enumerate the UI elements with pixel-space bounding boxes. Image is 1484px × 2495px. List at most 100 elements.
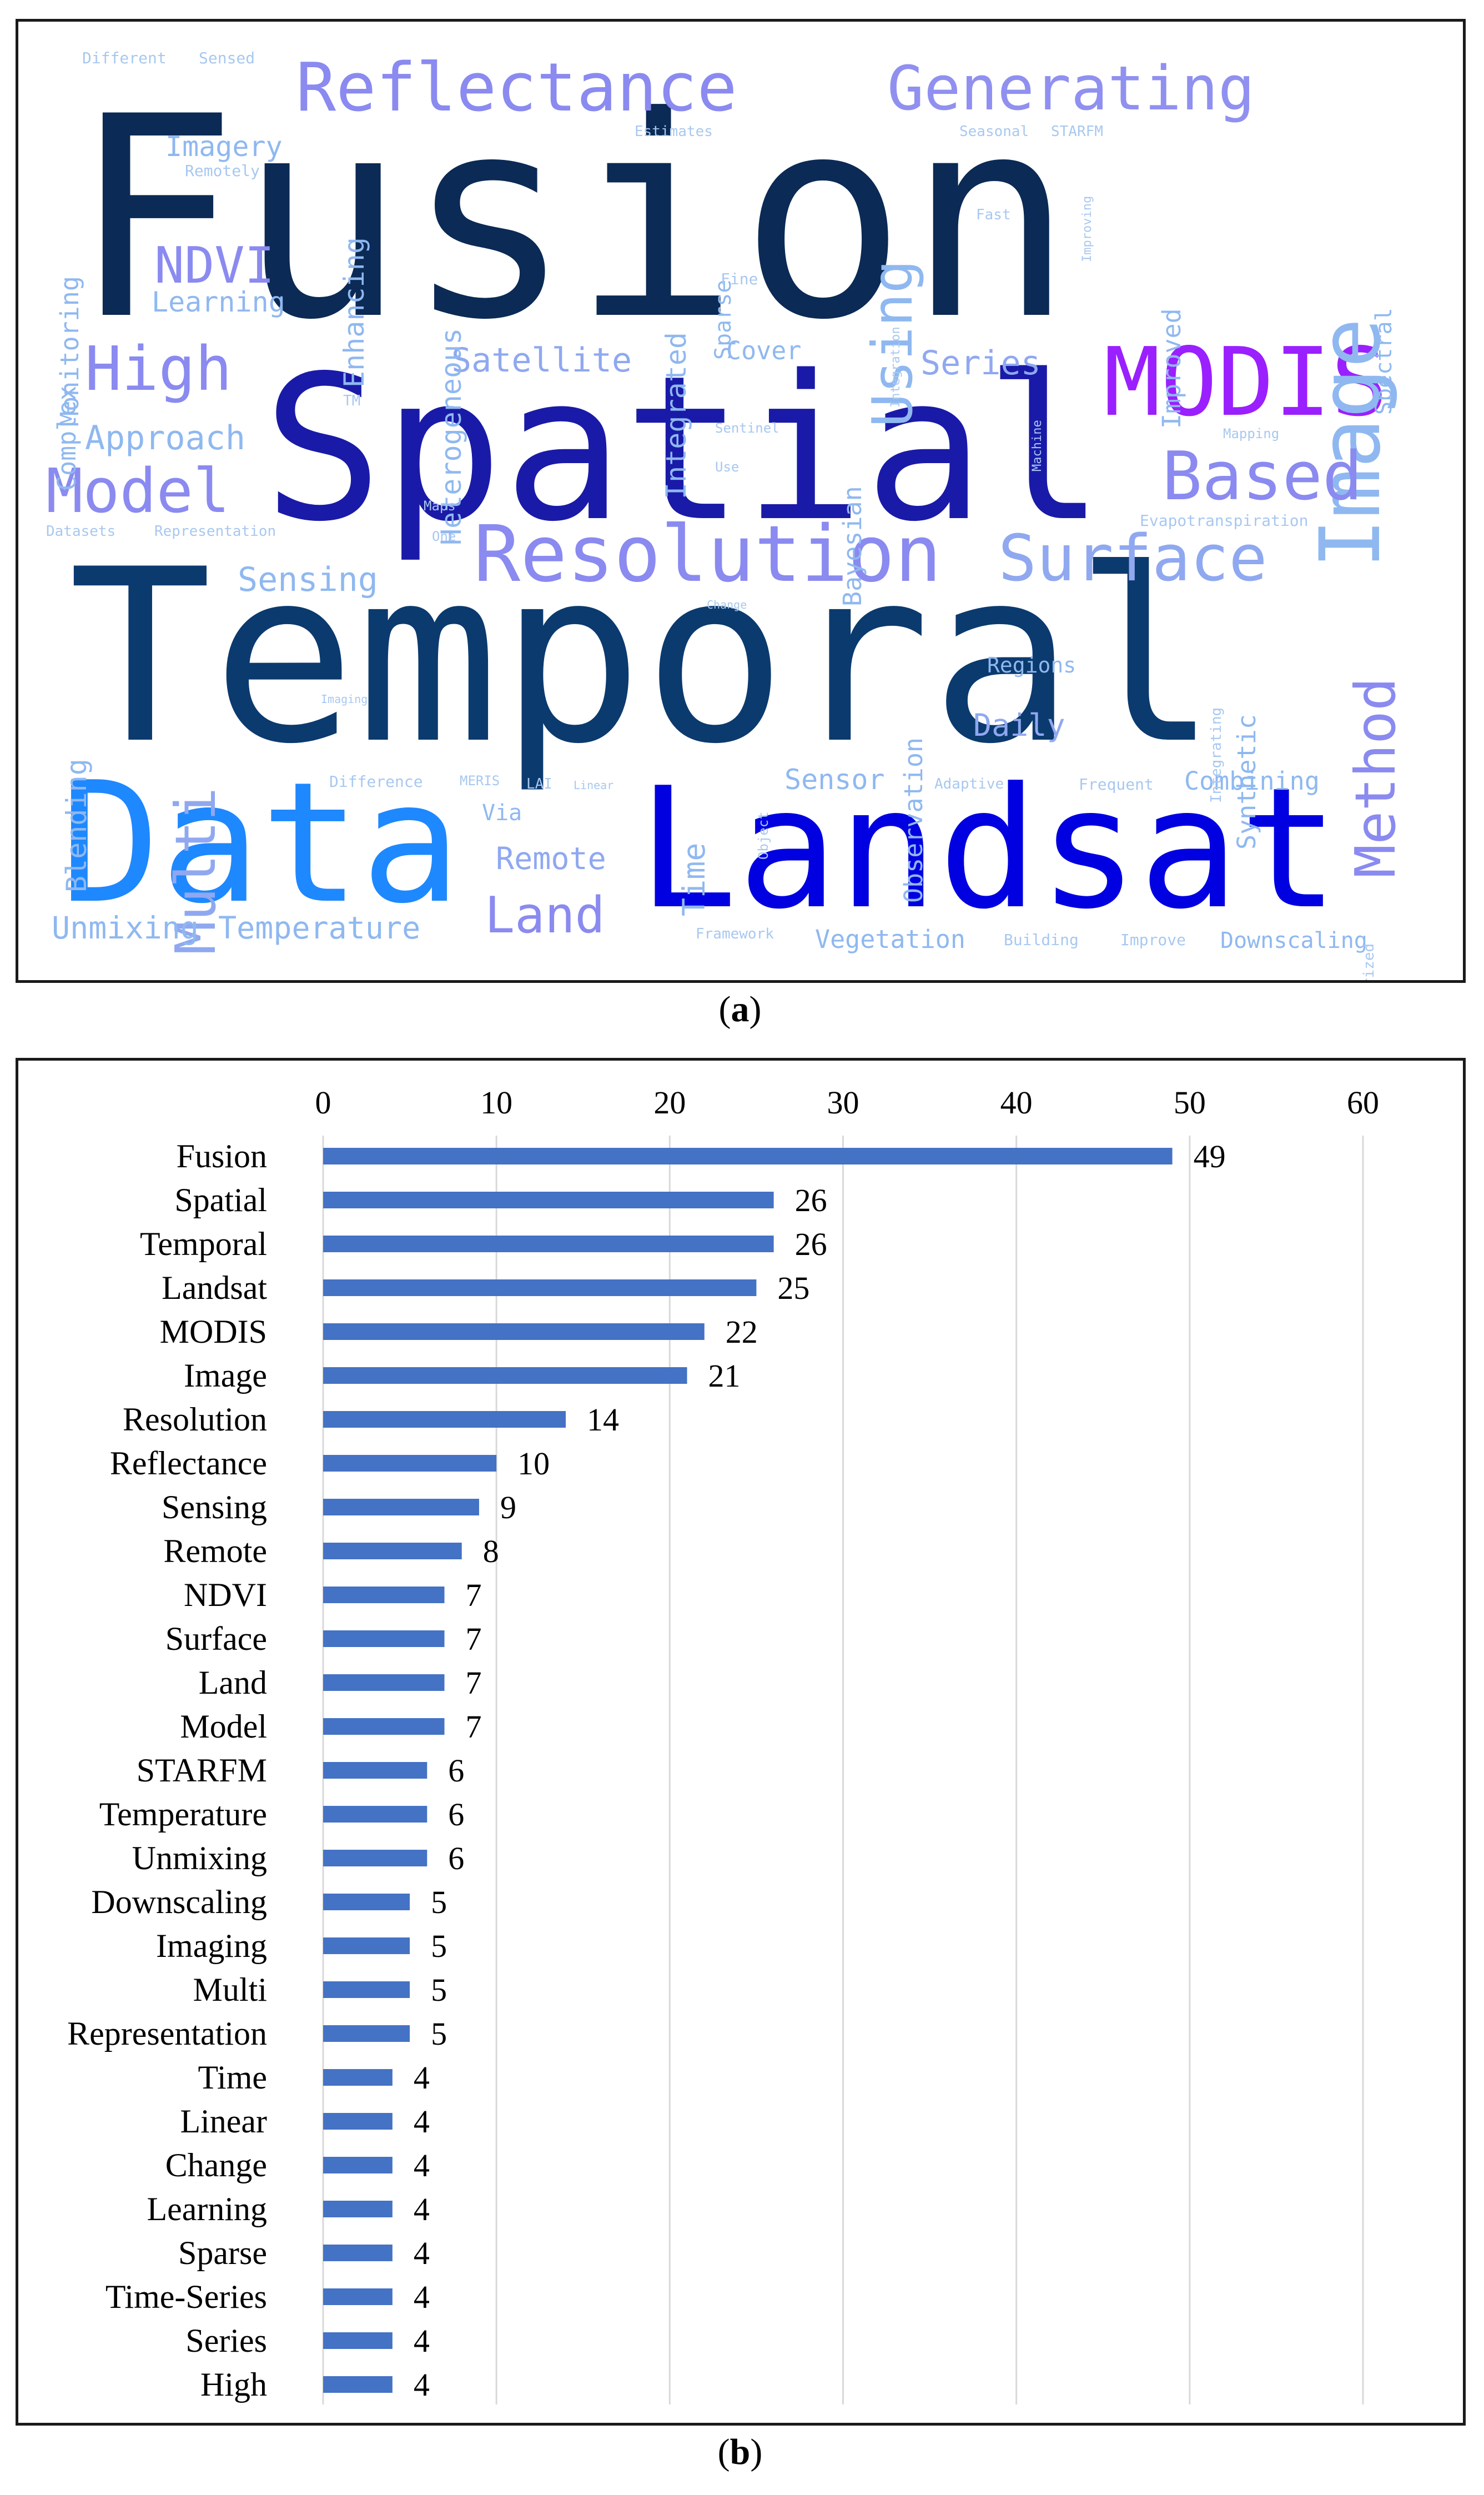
word-use: Use xyxy=(715,459,740,475)
bar-series xyxy=(323,2332,393,2349)
word-cover: Cover xyxy=(726,336,802,365)
word-sensing: Sensing xyxy=(238,560,378,599)
category-label: Model xyxy=(180,1708,267,1745)
word-time: Time xyxy=(676,842,712,917)
word-different: Different xyxy=(82,49,167,67)
bar-reflectance xyxy=(323,1455,497,1472)
category-label: Change xyxy=(165,2147,267,2183)
category-label: Series xyxy=(185,2322,267,2359)
caption-b: (b) xyxy=(717,2432,763,2472)
word-downscaling: Downscaling xyxy=(1220,928,1367,953)
x-tick-label: 60 xyxy=(1347,1085,1379,1121)
word-resolution: Resolution xyxy=(474,509,942,600)
word-improve: Improve xyxy=(1120,931,1186,949)
data-label: 26 xyxy=(795,1226,827,1262)
data-label: 6 xyxy=(448,1840,464,1876)
category-label: Resolution xyxy=(123,1401,267,1438)
word-change: Change xyxy=(707,598,747,611)
category-label: Landsat xyxy=(162,1269,267,1306)
word-monitoring: Monitoring xyxy=(55,276,84,426)
word-regularized: Regularized xyxy=(1361,943,1377,980)
caption-a-letter: a xyxy=(731,989,749,1030)
word-estimates: Estimates xyxy=(635,123,713,140)
bar-surface xyxy=(323,1630,445,1647)
category-label: Reflectance xyxy=(110,1445,267,1482)
bar-ndvi xyxy=(323,1587,445,1603)
word-fusion: Fusion xyxy=(71,57,1074,380)
data-label: 10 xyxy=(517,1445,550,1482)
category-label: High xyxy=(200,2366,267,2403)
x-tick-label: 20 xyxy=(653,1085,686,1121)
word-learning: Learning xyxy=(152,286,285,318)
word-lai: LAI xyxy=(526,776,552,792)
word-machine: Machine xyxy=(1030,420,1044,472)
data-label: 49 xyxy=(1194,1138,1226,1174)
category-label: Spatial xyxy=(174,1182,267,1218)
data-label: 4 xyxy=(414,2060,430,2096)
word-seasonal: Seasonal xyxy=(959,123,1029,140)
bar-landsat xyxy=(323,1279,757,1296)
bar-fusion xyxy=(323,1148,1173,1164)
word-surface: Surface xyxy=(998,521,1267,596)
category-label: Linear xyxy=(180,2103,267,2140)
data-label: 6 xyxy=(448,1753,464,1789)
category-label: Learning xyxy=(147,2191,267,2227)
word-maps: Maps xyxy=(424,498,456,514)
category-label: Sensing xyxy=(162,1489,267,1525)
x-tick-label: 40 xyxy=(1000,1085,1033,1121)
bar-time-series xyxy=(323,2288,393,2305)
word-sensed: Sensed xyxy=(199,49,255,67)
word-vegetation: Vegetation xyxy=(815,925,965,954)
caption-a: (a) xyxy=(718,989,762,1030)
bar-downscaling xyxy=(323,1894,410,1910)
data-label: 14 xyxy=(587,1402,619,1438)
category-label: Time xyxy=(198,2059,267,2096)
data-label: 25 xyxy=(777,1270,809,1306)
category-label: Remote xyxy=(163,1533,267,1569)
word-sentinel: Sentinel xyxy=(715,420,779,436)
bar-image xyxy=(323,1367,687,1384)
word-landsat: Landsat xyxy=(637,752,1340,946)
data-label: 7 xyxy=(466,1709,482,1745)
word-approach: Approach xyxy=(85,419,245,458)
word-bayesian: Bayesian xyxy=(838,486,867,607)
word-model: Model xyxy=(46,455,230,526)
data-label: 7 xyxy=(466,1577,482,1613)
word-via: Via xyxy=(482,800,522,826)
data-label: 26 xyxy=(795,1182,827,1218)
bar-land xyxy=(323,1674,445,1691)
word-high: High xyxy=(85,333,232,404)
caption-b-letter: b xyxy=(730,2432,751,2472)
word-generating: Generating xyxy=(887,53,1255,124)
word-datasets: Datasets xyxy=(46,523,116,540)
word-ndvi: NDVI xyxy=(154,237,275,295)
word-cloud-panel: Fusion Temporal Spatial Landsat Data Reflecta… xyxy=(16,19,1466,983)
word-meris: MERIS xyxy=(460,773,500,789)
bar-resolution xyxy=(323,1411,566,1428)
data-label: 5 xyxy=(431,1972,447,2008)
bar-chart-panel: 0 10 20 30 40 50 60 Fusion 49 Spatial 26 Temporal 26… xyxy=(16,1058,1466,2426)
word-evapotranspiration: Evapotranspiration xyxy=(1140,511,1309,530)
category-label: Fusion xyxy=(177,1138,267,1174)
word-integrated: Integrated xyxy=(660,332,692,499)
x-tick-label: 50 xyxy=(1174,1085,1206,1121)
bar-temperature xyxy=(323,1806,427,1823)
word-method: Method xyxy=(1343,677,1408,878)
category-label: Surface xyxy=(165,1620,267,1657)
word-object: Object xyxy=(756,811,771,860)
data-label: 4 xyxy=(414,2323,430,2359)
category-label: Imaging xyxy=(156,1927,267,1964)
word-enhancing: Enhancing xyxy=(338,237,370,388)
bar-modis xyxy=(323,1323,705,1340)
category-label: STARFM xyxy=(137,1752,267,1789)
data-label: 4 xyxy=(414,2147,430,2183)
bar-learning xyxy=(323,2201,393,2217)
data-label: 5 xyxy=(431,1928,447,1964)
bar-sensing xyxy=(323,1499,479,1515)
bar-starfm xyxy=(323,1762,427,1779)
word-data: Data xyxy=(60,746,461,940)
category-label: Time-Series xyxy=(105,2278,267,2315)
category-label: Land xyxy=(199,1664,267,1701)
word-reflectance: Reflectance xyxy=(296,49,737,127)
